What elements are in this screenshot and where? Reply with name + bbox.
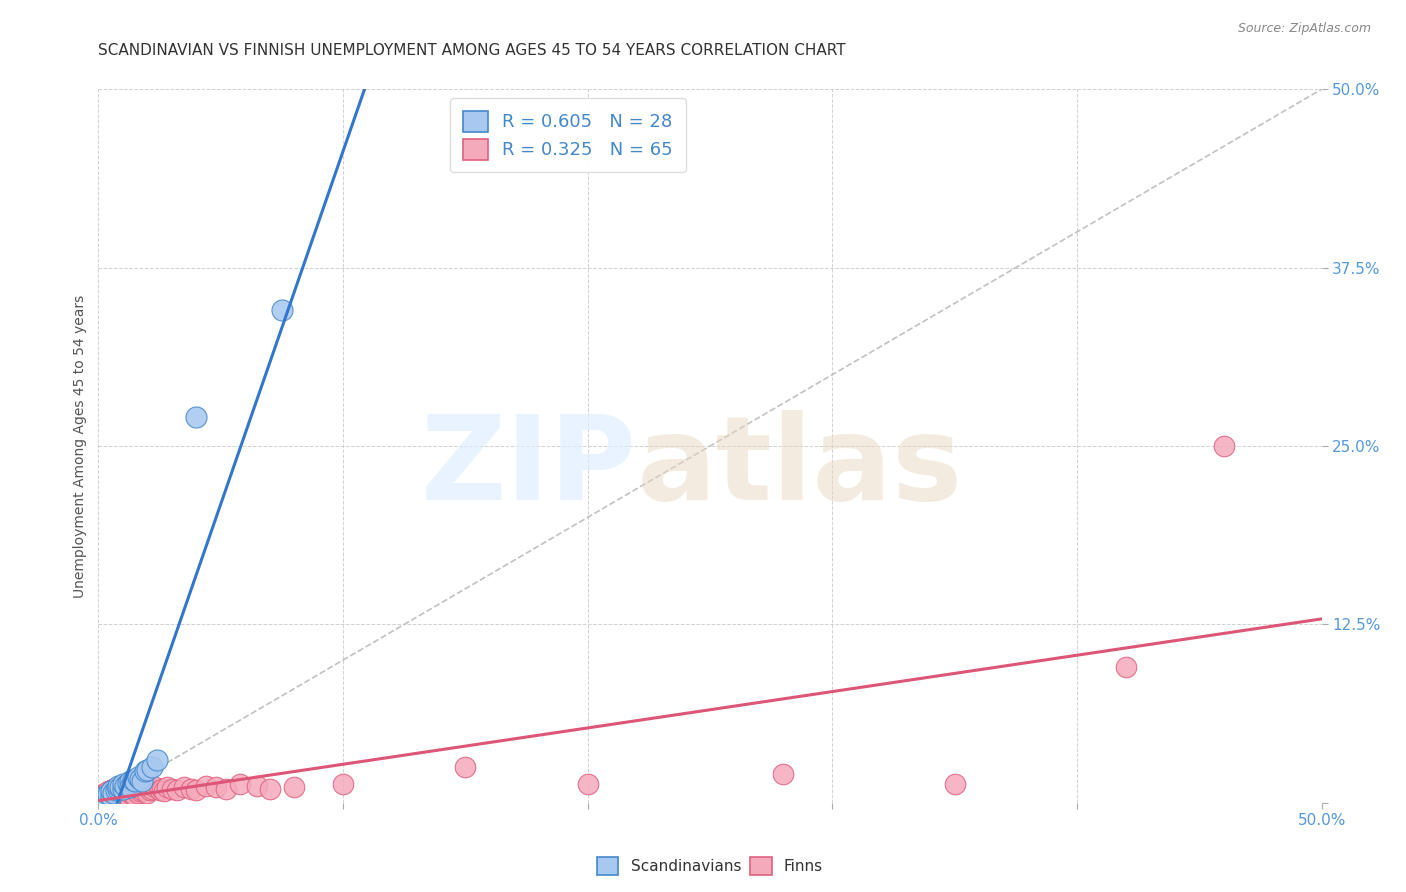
Point (111, 790, 134, 805)
Point (100, 783, 122, 797)
Point (229, 777, 252, 791)
Point (101, 787, 124, 801)
Point (100, 789, 122, 803)
Point (120, 774, 142, 789)
Point (104, 790, 127, 805)
Point (90, 791, 112, 805)
Point (1115, 660, 1137, 674)
Point (110, 789, 132, 803)
Point (107, 779, 129, 793)
Point (100, 789, 122, 803)
Point (131, 774, 153, 789)
Point (246, 779, 269, 793)
Point (127, 786, 149, 800)
Point (117, 789, 139, 803)
Point (94, 791, 117, 805)
Point (97, 790, 120, 805)
Point (129, 772, 152, 786)
Point (576, 777, 599, 791)
Point (124, 789, 146, 803)
Point (205, 780, 228, 794)
Point (111, 786, 134, 800)
Point (101, 781, 124, 796)
Point (124, 783, 146, 797)
Point (97, 784, 120, 798)
Point (94, 791, 117, 805)
Point (149, 783, 172, 797)
Point (94, 786, 117, 800)
Point (107, 781, 129, 796)
Point (90, 789, 112, 803)
Point (136, 763, 159, 777)
Point (186, 410, 208, 425)
Point (111, 780, 134, 794)
Point (134, 764, 156, 779)
Point (214, 781, 236, 796)
Point (107, 791, 129, 805)
Point (120, 779, 142, 793)
Point (195, 779, 218, 793)
Point (121, 781, 143, 796)
Point (136, 786, 159, 800)
Text: atlas: atlas (637, 410, 963, 524)
Point (153, 784, 176, 798)
Point (110, 783, 132, 797)
Point (146, 753, 169, 767)
Point (127, 770, 149, 784)
Point (141, 760, 163, 774)
Point (772, 767, 794, 781)
Point (101, 786, 124, 800)
Point (136, 779, 159, 793)
Point (90, 791, 112, 805)
Point (173, 780, 195, 794)
Point (117, 783, 139, 797)
Point (143, 780, 166, 794)
Point (120, 780, 142, 794)
Point (111, 781, 134, 796)
Point (91, 793, 114, 807)
Point (166, 783, 188, 797)
Point (943, 777, 966, 791)
Text: Source: ZipAtlas.com: Source: ZipAtlas.com (1237, 22, 1371, 36)
Point (97, 787, 120, 801)
Point (111, 777, 134, 791)
Point (129, 784, 152, 798)
Point (121, 787, 143, 801)
Point (127, 780, 149, 794)
Point (150, 781, 173, 796)
Point (283, 780, 305, 794)
Point (121, 772, 143, 787)
Text: ZIP: ZIP (420, 410, 637, 524)
Point (332, 777, 354, 791)
Point (120, 786, 142, 800)
Point (100, 793, 122, 807)
Point (186, 783, 208, 797)
Point (270, 303, 294, 318)
Point (180, 781, 202, 796)
Point (107, 786, 129, 800)
Point (110, 780, 132, 794)
Point (114, 787, 136, 801)
Point (91, 787, 114, 801)
Point (160, 781, 183, 796)
Y-axis label: Unemployment Among Ages 45 to 54 years: Unemployment Among Ages 45 to 54 years (73, 294, 87, 598)
Point (101, 791, 124, 805)
Point (1212, 439, 1234, 453)
Point (124, 774, 146, 789)
Point (104, 783, 127, 797)
Point (141, 781, 163, 796)
Legend: Scandinavians, Finns: Scandinavians, Finns (591, 851, 830, 880)
Text: SCANDINAVIAN VS FINNISH UNEMPLOYMENT AMONG AGES 45 TO 54 YEARS CORRELATION CHART: SCANDINAVIAN VS FINNISH UNEMPLOYMENT AMO… (98, 43, 846, 58)
Point (100, 784, 122, 798)
Point (139, 783, 162, 797)
Point (91, 790, 114, 805)
Point (117, 776, 139, 790)
Point (104, 784, 127, 798)
Point (259, 781, 281, 796)
Point (114, 779, 136, 793)
Point (454, 760, 477, 774)
Point (156, 780, 179, 794)
Point (131, 783, 153, 797)
Point (134, 781, 156, 796)
